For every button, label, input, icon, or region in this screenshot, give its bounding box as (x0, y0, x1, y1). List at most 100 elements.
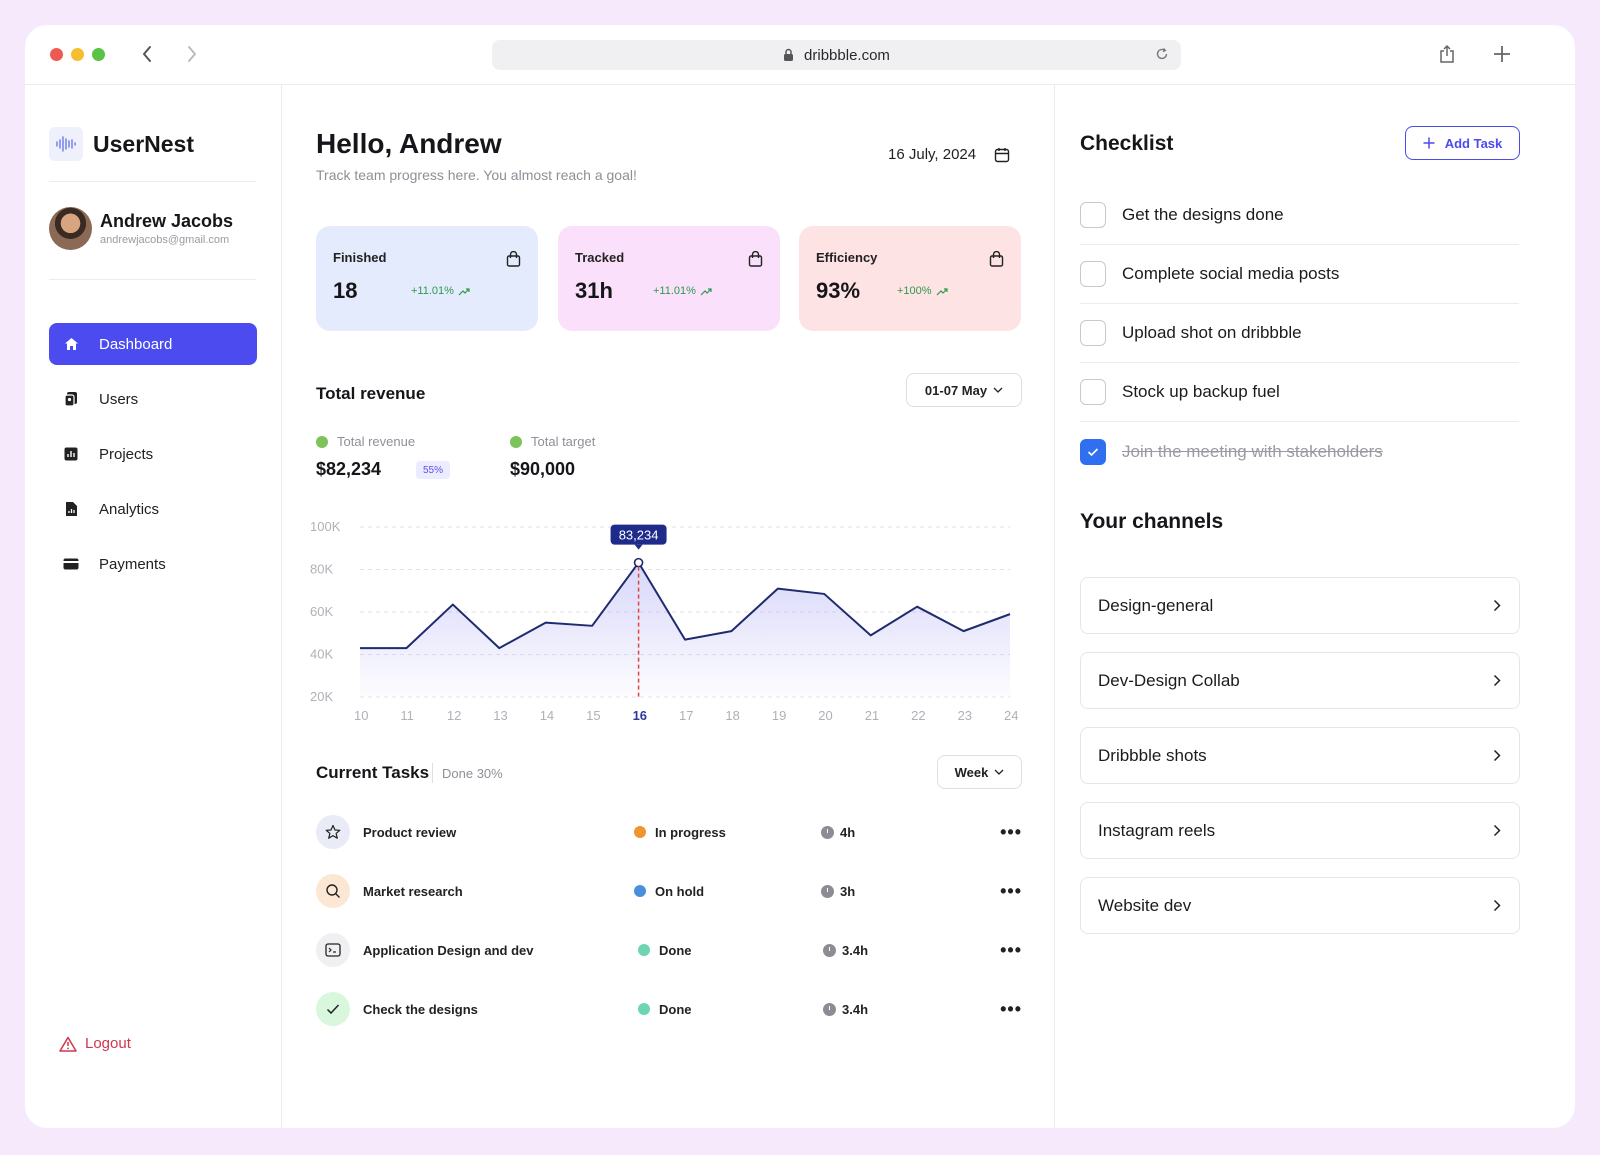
checkbox[interactable] (1080, 379, 1106, 405)
more-options-icon[interactable]: ••• (1000, 998, 1022, 1019)
task-time: 4h (821, 825, 855, 840)
lock-icon (783, 48, 794, 62)
checkbox[interactable] (1080, 320, 1106, 346)
brand[interactable]: UserNest (49, 127, 194, 161)
tasks-done-note: Done 30% (432, 763, 503, 783)
stat-delta-text: +11.01% (411, 285, 454, 297)
date-picker[interactable]: 16 July, 2024 (888, 146, 1010, 163)
checklist-item[interactable]: Join the meeting with stakeholders (1080, 422, 1519, 481)
stat-card-tracked[interactable]: Tracked 31h +11.01% (558, 226, 780, 331)
chevron-right-icon (1493, 899, 1501, 912)
search-icon (316, 874, 350, 908)
checkbox-checked[interactable] (1080, 438, 1106, 465)
status-dot (638, 1003, 650, 1015)
checkbox[interactable] (1080, 261, 1106, 287)
reload-icon[interactable] (1155, 47, 1169, 61)
back-arrow-icon[interactable] (134, 41, 160, 67)
date-range-dropdown[interactable]: 01-07 May (906, 373, 1022, 407)
sidebar-item-payments[interactable]: Payments (49, 543, 257, 585)
x-tick-label: 12 (447, 708, 461, 723)
chevron-down-icon (993, 387, 1003, 393)
calendar-icon (994, 147, 1010, 163)
checklist-item-label: Join the meeting with stakeholders (1122, 441, 1383, 461)
x-tick-label: 22 (911, 708, 925, 723)
channel-item[interactable]: Dribbble shots (1080, 727, 1520, 784)
sidebar-item-analytics[interactable]: Analytics (49, 488, 257, 530)
task-status: Done (638, 943, 692, 958)
new-tab-icon[interactable] (1489, 41, 1515, 67)
stat-label: Tracked (575, 250, 625, 265)
week-dropdown[interactable]: Week (937, 755, 1022, 789)
checkbox[interactable] (1080, 202, 1106, 228)
logout-button[interactable]: Logout (59, 1035, 131, 1052)
close-window-button[interactable] (50, 48, 63, 61)
shopping-bag-icon (506, 251, 521, 267)
stat-card-finished[interactable]: Finished 18 +11.01% (316, 226, 538, 331)
profile-email: andrewjacobs@gmail.com (100, 234, 230, 246)
address-bar[interactable]: dribbble.com (492, 40, 1181, 70)
minimize-window-button[interactable] (71, 48, 84, 61)
clock-icon (821, 884, 834, 898)
channel-item[interactable]: Website dev (1080, 877, 1520, 934)
time-label: 3.4h (842, 942, 869, 958)
divider (49, 181, 256, 182)
channel-item[interactable]: Instagram reels (1080, 802, 1520, 859)
checklist-item[interactable]: Get the designs done (1080, 186, 1519, 245)
status-dot (638, 944, 650, 956)
task-row[interactable]: Product review In progress 4h ••• (316, 814, 1022, 850)
channel-item[interactable]: Design-general (1080, 577, 1520, 634)
divider (49, 279, 256, 280)
x-tick-label: 15 (586, 708, 600, 723)
legend-label: Total target (531, 434, 596, 449)
sidebar-item-users[interactable]: Users (49, 378, 257, 420)
users-icon (63, 391, 79, 407)
more-options-icon[interactable]: ••• (1000, 880, 1022, 901)
channel-label: Dribbble shots (1098, 745, 1207, 765)
task-row[interactable]: Check the designs Done 3.4h ••• (316, 991, 1022, 1027)
y-tick-label: 60K (310, 604, 333, 619)
time-label: 3h (840, 883, 856, 899)
x-tick-label: 23 (958, 708, 972, 723)
tooltip-box (610, 524, 667, 545)
revenue-chart[interactable]: 100K 80K 60K 40K 20K 10 11 12 13 14 15 16 17 18 19 20 21… (310, 505, 1020, 735)
status-label: On hold (655, 883, 705, 899)
url-text: dribbble.com (804, 46, 890, 64)
more-options-icon[interactable]: ••• (1000, 939, 1022, 960)
task-row[interactable]: Application Design and dev Done 3.4h ••• (316, 932, 1022, 968)
status-dot (634, 885, 646, 897)
forward-arrow-icon[interactable] (179, 41, 205, 67)
legend-dot (510, 435, 522, 448)
checklist-item[interactable]: Upload shot on dribbble (1080, 304, 1519, 363)
payments-icon (63, 556, 79, 572)
task-name: Check the designs (363, 1001, 478, 1017)
channel-label: Dev-Design Collab (1098, 670, 1240, 690)
channel-item[interactable]: Dev-Design Collab (1080, 652, 1520, 709)
sidebar-item-dashboard[interactable]: Dashboard (49, 323, 257, 365)
task-row[interactable]: Market research On hold 3h ••• (316, 873, 1022, 909)
more-options-icon[interactable]: ••• (1000, 821, 1022, 842)
stat-value: 31h (575, 278, 613, 303)
checklist-item-label: Stock up backup fuel (1122, 382, 1280, 401)
add-task-button[interactable]: Add Task (1405, 126, 1520, 160)
checklist-item[interactable]: Complete social media posts (1080, 245, 1519, 304)
share-icon[interactable] (1434, 41, 1460, 67)
x-tick-label: 20 (818, 708, 832, 723)
sidebar-item-projects[interactable]: Projects (49, 433, 257, 475)
user-profile[interactable]: Andrew Jacobs andrewjacobs@gmail.com (49, 207, 233, 250)
sidebar: UserNest Andrew Jacobs andrewjacobs@gmai… (25, 85, 282, 1128)
checkmark-icon (1087, 447, 1099, 456)
maximize-window-button[interactable] (92, 48, 105, 61)
trend-up-icon (700, 287, 712, 295)
channel-label: Instagram reels (1098, 820, 1216, 840)
date-label: 16 July, 2024 (888, 146, 977, 163)
legend-total-revenue: Total revenue (316, 434, 415, 449)
star-icon (316, 815, 350, 849)
task-time: 3h (821, 884, 855, 899)
stat-delta-text: +11.01% (653, 285, 696, 297)
main-content: Hello, Andrew Track team progress here. … (282, 85, 1055, 1128)
status-label: Done (659, 1001, 692, 1017)
checklist-item[interactable]: Stock up backup fuel (1080, 363, 1519, 422)
task-name: Market research (363, 883, 463, 899)
stat-card-efficiency[interactable]: Efficiency 93% +100% (799, 226, 1021, 331)
check-icon (316, 992, 350, 1026)
